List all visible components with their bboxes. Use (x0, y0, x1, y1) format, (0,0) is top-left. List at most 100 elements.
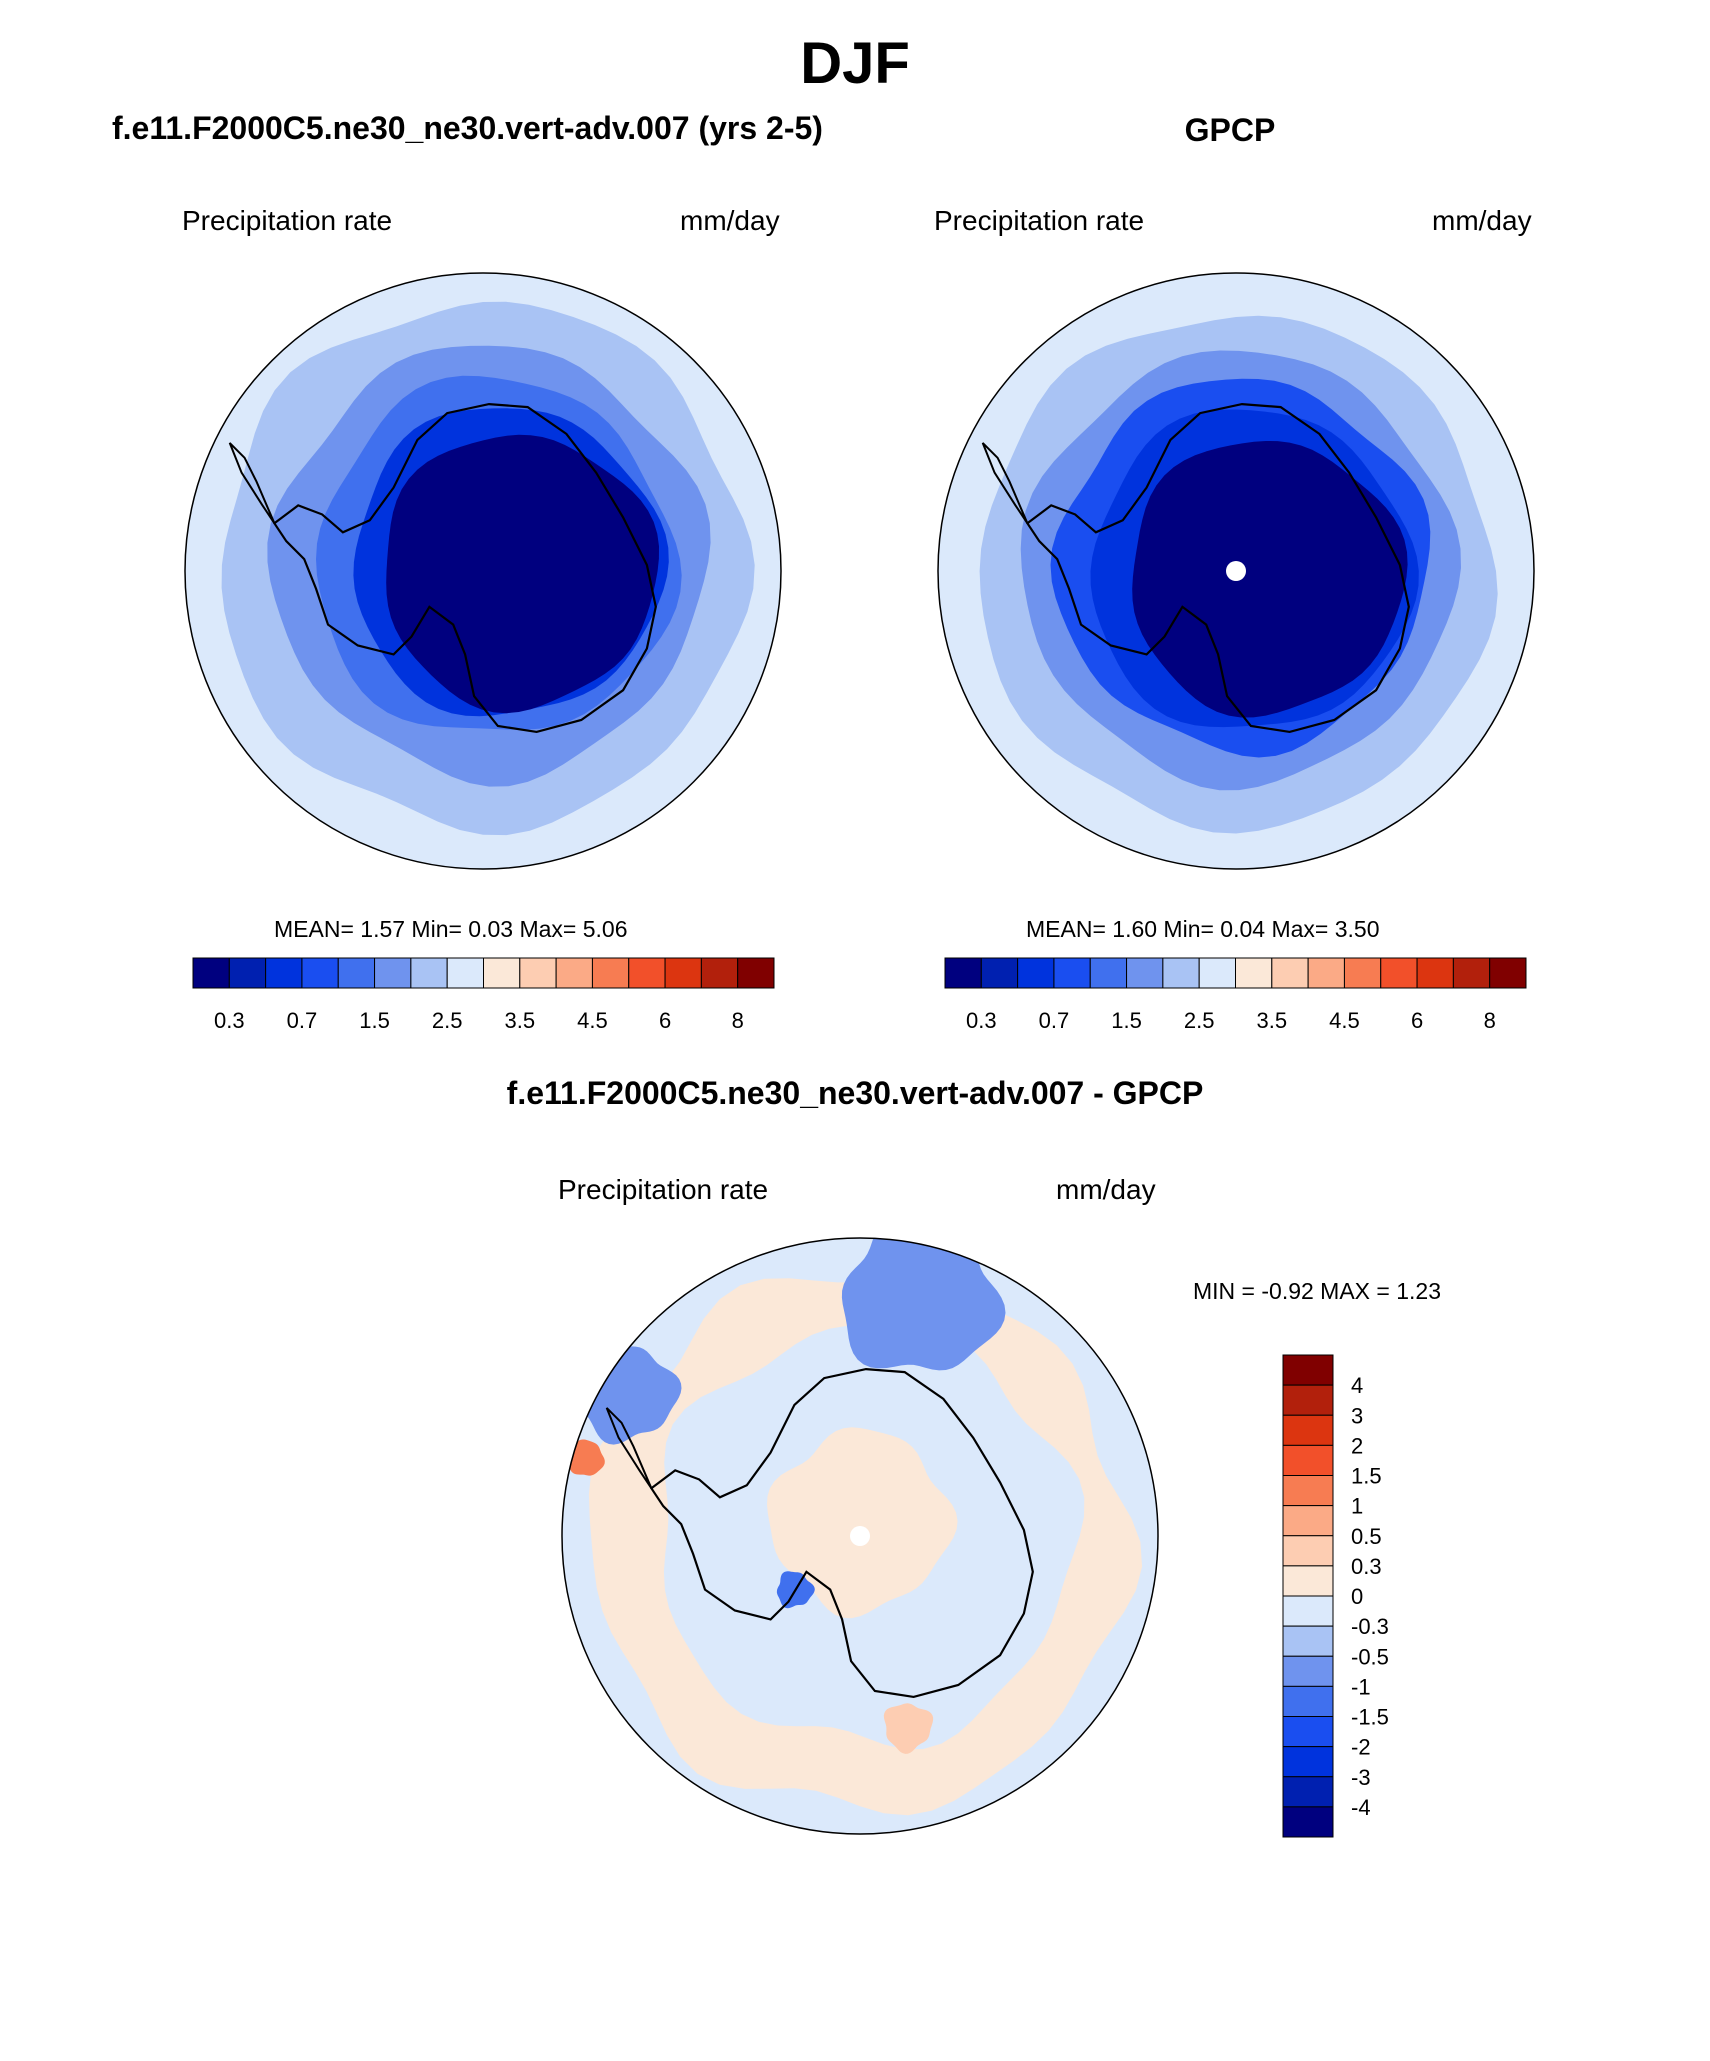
panel-1-colorbar-box-2 (265, 957, 303, 989)
panel-3-colorbar-box-14 (1282, 1776, 1334, 1808)
panel-2-colorbar-box-12 (1380, 957, 1418, 989)
panel-3-colorbar-box-0 (1282, 1354, 1334, 1386)
panel-2-colorbar-box-11 (1343, 957, 1382, 989)
panel-1-colorbar-box-8 (483, 957, 521, 989)
panel-3-pole-marker (850, 1526, 870, 1546)
panel-1-colorbar-box-6 (410, 957, 448, 989)
panel-3-colorbar-box-3 (1282, 1444, 1334, 1476)
panel-3-colorbar-box-5 (1282, 1505, 1334, 1537)
panel-3-colorbar-tick: -1.5 (1351, 1705, 1389, 1730)
figure-title: DJF (800, 31, 910, 96)
panel-3-colorbar-tick: -4 (1351, 1795, 1371, 1820)
panel-2-variable-label: Precipitation rate (934, 205, 1145, 236)
panel-1-map-border (184, 272, 782, 870)
panel-3-colorbar-tick: 1 (1351, 1494, 1363, 1519)
panel-2-colorbar-tick: 2.5 (1184, 1008, 1215, 1033)
panel-3-colorbar-tick: -0.3 (1351, 1614, 1389, 1639)
panel-2-peninsula (981, 442, 1029, 524)
panel-3-colorbar-tick: -1 (1351, 1674, 1371, 1699)
panel-1-colorbar-tick: 3.5 (505, 1008, 536, 1033)
panel-1-variable-label: Precipitation rate (182, 205, 393, 236)
panel-1-colorbar-box-14 (700, 957, 739, 989)
panel-3-coastline (649, 1367, 1034, 1699)
panel-2-colorbar-box-15 (1489, 957, 1527, 989)
panel-3-colorbar-tick: 4 (1351, 1373, 1363, 1398)
panel-3-colorbar-box-8 (1282, 1595, 1334, 1627)
panel-1-colorbar-box-3 (301, 957, 339, 989)
panel-2-pole-marker (1226, 561, 1246, 581)
panel-1-units-label: mm/day (680, 205, 780, 236)
panel-3-colorbar-tick: 2 (1351, 1433, 1363, 1458)
panel-2-stats: MEAN= 1.60 Min= 0.04 Max= 3.50 (1026, 916, 1380, 942)
panel-2-contour-5 (1132, 441, 1408, 718)
panel-2-colorbar-box-7 (1198, 957, 1236, 989)
panel-3-colorbar-box-13 (1282, 1746, 1334, 1778)
panel-3-title: f.e11.F2000C5.ne30_ne30.vert-adv.007 - G… (506, 1075, 1204, 1111)
panel-1-colorbar-tick: 2.5 (432, 1008, 463, 1033)
panel-3-colorbar-box-7 (1282, 1565, 1334, 1597)
panel-1-colorbar-box-1 (228, 957, 267, 989)
panel-3-contour-7 (883, 1703, 934, 1754)
panel-3-contour-3 (767, 1427, 958, 1619)
panel-1-colorbar-box-0 (192, 957, 230, 989)
panel-1-colorbar-box-4 (337, 957, 376, 989)
panel-3-variable-label: Precipitation rate (558, 1174, 769, 1205)
panel-2-colorbar-box-10 (1307, 957, 1345, 989)
panel-1-colorbar-tick: 0.7 (287, 1008, 318, 1033)
panel-3-colorbar-box-6 (1282, 1535, 1334, 1567)
panel-3-colorbar-tick: 0 (1351, 1584, 1363, 1609)
panel-1-peninsula (228, 442, 276, 524)
panel-2-colorbar-tick: 0.7 (1039, 1008, 1070, 1033)
panel-3-colorbar-tick: 1.5 (1351, 1464, 1382, 1489)
panel-2-colorbar-box-3 (1053, 957, 1091, 989)
panel-1-colorbar-box-9 (519, 957, 557, 989)
panel-3-peninsula (605, 1407, 653, 1489)
panel-2-colorbar-tick: 3.5 (1257, 1008, 1288, 1033)
panel-2-colorbar-box-0 (944, 957, 982, 989)
panel-2-colorbar-box-8 (1235, 957, 1273, 989)
panel-2-units-label: mm/day (1432, 205, 1532, 236)
panel-2-map-border (937, 272, 1535, 870)
panel-3-colorbar-box-2 (1282, 1414, 1334, 1446)
panel-2-colorbar-tick: 0.3 (966, 1008, 997, 1033)
panel-1-coastline (272, 402, 657, 734)
panel-1-map (185, 273, 781, 869)
panel-1-stats: MEAN= 1.57 Min= 0.03 Max= 5.06 (274, 916, 628, 942)
panel-2-colorbar-box-1 (980, 957, 1019, 989)
panel-2-colorbar-box-4 (1089, 957, 1128, 989)
panel-3-stats: MIN = -0.92 MAX = 1.23 (1193, 1278, 1442, 1304)
panel-1-colorbar-box-15 (737, 957, 775, 989)
panel-3-colorbar-tick: -2 (1351, 1735, 1371, 1760)
panel-3-colorbar-tick: -3 (1351, 1765, 1371, 1790)
panel-2-colorbar-box-5 (1126, 957, 1164, 989)
panel-3-colorbar-box-15 (1282, 1806, 1334, 1838)
panel-3-colorbar-box-10 (1282, 1655, 1334, 1687)
panel-1-contour-5 (386, 434, 659, 714)
panel-3-colorbar-tick: 0.3 (1351, 1554, 1382, 1579)
panel-3-colorbar-box-9 (1282, 1625, 1334, 1657)
panel-1-colorbar-tick: 6 (659, 1008, 671, 1033)
panel-1-colorbar-tick: 0.3 (214, 1008, 245, 1033)
panel-1-colorbar-box-13 (664, 957, 702, 989)
panel-2-colorbar-box-14 (1452, 957, 1491, 989)
panel-3-contour-6 (567, 1439, 605, 1476)
panel-3-colorbar-tick: 3 (1351, 1403, 1363, 1428)
panel-3-colorbar-box-11 (1282, 1685, 1334, 1717)
panel-2-colorbar-box-6 (1162, 957, 1200, 989)
panel-2-map (938, 273, 1534, 869)
panel-2-colorbar-box-2 (1017, 957, 1055, 989)
panel-2-title: GPCP (1184, 112, 1276, 148)
panel-3-colorbar-tick: 0.5 (1351, 1524, 1382, 1549)
panel-2-colorbar-box-9 (1271, 957, 1309, 989)
panel-3-units-label: mm/day (1056, 1174, 1156, 1205)
panel-2-colorbar-box-13 (1416, 957, 1454, 989)
panel-2-colorbar-tick: 1.5 (1111, 1008, 1142, 1033)
panel-1-colorbar-tick: 4.5 (577, 1008, 608, 1033)
panel-1-colorbar-box-5 (374, 957, 412, 989)
panel-3-colorbar-tick: -0.5 (1351, 1644, 1389, 1669)
panel-1-colorbar-box-10 (555, 957, 593, 989)
panel-1-colorbar-box-7 (446, 957, 484, 989)
panel-1-title: f.e11.F2000C5.ne30_ne30.vert-adv.007 (yr… (112, 110, 823, 146)
panel-1-colorbar-box-11 (591, 957, 630, 989)
